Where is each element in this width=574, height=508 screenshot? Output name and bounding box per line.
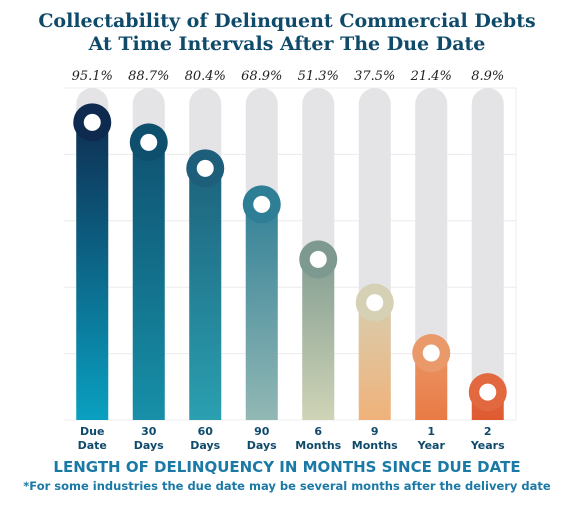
- category-label: 1: [427, 425, 435, 438]
- category-label: Due: [80, 425, 104, 438]
- bar-marker-dot: [253, 195, 271, 213]
- chart-title-line-1: Collectability of Delinquent Commercial …: [38, 10, 536, 32]
- category-label: 9: [371, 425, 379, 438]
- bar-marker-dot: [309, 250, 327, 268]
- chart-title: Collectability of Delinquent Commercial …: [0, 10, 574, 56]
- bar-markers: [73, 103, 507, 412]
- bar-marker-dot: [196, 159, 214, 177]
- category-label: 60: [198, 425, 214, 438]
- category-label: Months: [295, 439, 341, 452]
- value-label: 8.9%: [471, 69, 504, 84]
- bar: [302, 243, 335, 420]
- category-labels: DueDate30Days60Days90Days6Months9Months1…: [78, 425, 505, 452]
- bar-marker-dot: [140, 133, 158, 151]
- value-label: 95.1%: [72, 69, 113, 84]
- bar-track: [471, 88, 504, 420]
- category-label: 6: [314, 425, 322, 438]
- x-axis-title: LENGTH OF DELINQUENCY IN MONTHS SINCE DU…: [53, 458, 521, 476]
- value-labels: 95.1% 88.7% 80.4% 68.9% 51.3% 37.5% 21.4% 8.9%: [72, 69, 505, 84]
- bar: [132, 126, 165, 420]
- bar: [358, 286, 391, 420]
- bars: [76, 106, 504, 420]
- category-label: Days: [247, 439, 277, 452]
- value-label: 88.7%: [128, 69, 169, 84]
- value-label: 51.3%: [298, 69, 339, 84]
- bar: [245, 188, 278, 420]
- category-label: Years: [470, 439, 505, 452]
- value-label: 68.9%: [241, 69, 282, 84]
- value-label: 21.4%: [410, 69, 452, 84]
- footnote: *For some industries the due date may be…: [23, 479, 551, 493]
- bar-marker-dot: [366, 294, 384, 312]
- value-label: 80.4%: [185, 69, 226, 84]
- bar-marker-dot: [479, 383, 497, 401]
- bar: [189, 152, 222, 420]
- chart-title-line-2: At Time Intervals After The Due Date: [88, 33, 486, 55]
- category-label: Months: [352, 439, 398, 452]
- category-label: 90: [254, 425, 270, 438]
- value-label: 37.5%: [354, 69, 395, 84]
- bar-marker-dot: [83, 113, 101, 131]
- category-label: Days: [190, 439, 220, 452]
- category-label: 30: [141, 425, 157, 438]
- bar: [76, 106, 109, 420]
- category-label: Year: [417, 439, 446, 452]
- category-label: 2: [484, 425, 492, 438]
- bar-marker-dot: [422, 344, 440, 362]
- category-label: Date: [78, 439, 107, 452]
- category-label: Days: [134, 439, 164, 452]
